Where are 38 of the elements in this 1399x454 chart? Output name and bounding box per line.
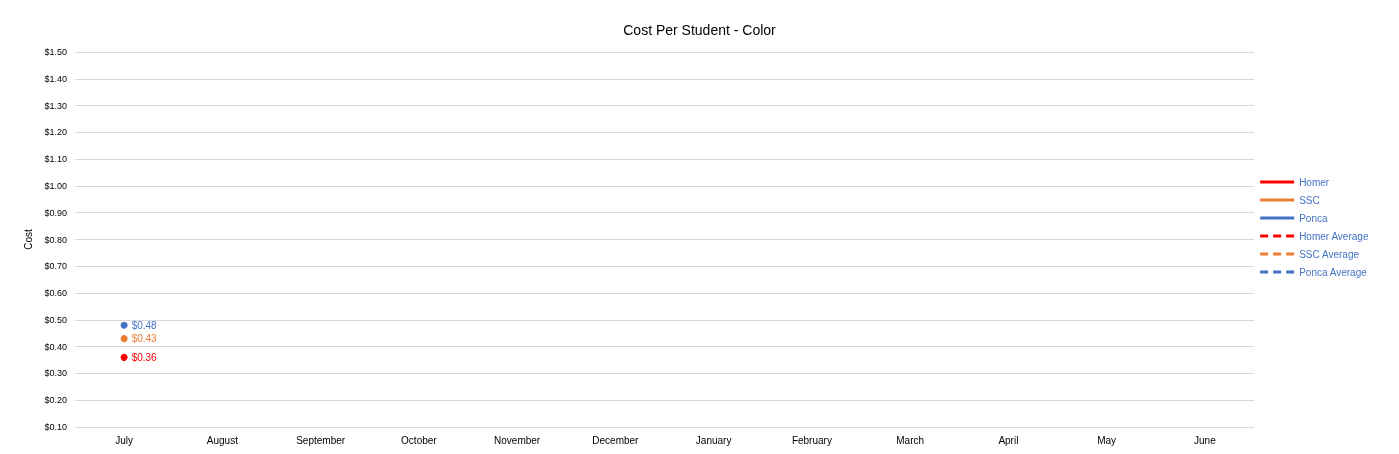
x-tick-label: September [296, 434, 346, 446]
legend-label: Homer [1299, 176, 1330, 188]
y-tick-label: $1.40 [44, 73, 67, 84]
x-tick-label: July [115, 434, 134, 446]
legend-label: SSC [1299, 194, 1320, 206]
x-tick-label: April [998, 434, 1019, 446]
y-tick-label: $1.30 [44, 100, 67, 111]
y-tick-label: $1.20 [44, 127, 67, 138]
x-tick-label: January [695, 434, 732, 446]
legend-label: Homer Average [1299, 230, 1369, 242]
x-tick-label: October [401, 434, 438, 446]
y-tick-label: $0.30 [44, 368, 67, 379]
x-tick-label: February [791, 434, 832, 446]
x-tick-label: November [494, 434, 541, 446]
y-tick-label: $0.70 [44, 261, 67, 272]
x-tick-label: May [1097, 434, 1117, 446]
chart-title: Cost Per Student - Color [623, 22, 777, 38]
y-tick-label: $1.50 [44, 47, 67, 57]
legend-label: SSC Average [1299, 248, 1360, 260]
y-tick-label: $0.40 [44, 341, 67, 352]
x-tick-label: March [896, 434, 925, 446]
y-tick-label: $0.80 [44, 234, 67, 245]
y-tick-label: $0.90 [44, 207, 67, 218]
data-label: $0.43 [131, 333, 158, 345]
y-tick-label: $1.10 [44, 154, 67, 165]
data-label: $0.36 [131, 351, 158, 363]
y-tick-label: $0.60 [44, 288, 67, 299]
y-tick-label: $0.20 [44, 395, 67, 406]
legend-label: Ponca Average [1299, 266, 1368, 278]
y-axis-title: Cost [23, 229, 35, 250]
x-tick-label: August [206, 434, 239, 446]
x-tick-label: June [1194, 434, 1217, 446]
y-tick-label: $0.50 [44, 314, 67, 325]
legend-label: Ponca [1299, 212, 1328, 224]
data-label: $0.48 [131, 319, 158, 331]
y-tick-label: $1.00 [44, 180, 67, 191]
x-tick-label: December [592, 434, 640, 446]
y-tick-label: $0.10 [44, 422, 67, 432]
